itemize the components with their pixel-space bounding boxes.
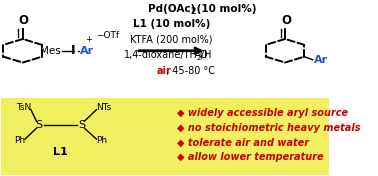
Text: I: I (71, 44, 75, 57)
Text: ◆ widely accessible aryl source: ◆ widely accessible aryl source (177, 108, 348, 118)
Text: S: S (36, 120, 43, 130)
Text: −OTf: −OTf (96, 31, 119, 40)
Text: air: air (156, 66, 171, 76)
FancyBboxPatch shape (2, 98, 329, 175)
Text: L1: L1 (53, 147, 68, 157)
Text: Mes: Mes (40, 46, 60, 56)
Text: O: O (281, 14, 291, 27)
Text: +: + (85, 35, 92, 44)
Text: Pd(OAc): Pd(OAc) (147, 4, 195, 14)
Text: ◆ tolerate air and water: ◆ tolerate air and water (177, 138, 309, 147)
Text: L1 (10 mol%): L1 (10 mol%) (133, 19, 210, 29)
Text: (10 mol%): (10 mol%) (193, 4, 257, 14)
Text: TsN: TsN (16, 103, 31, 112)
Text: ◆ no stoichiometric heavy metals: ◆ no stoichiometric heavy metals (177, 123, 360, 133)
Text: Ph: Ph (14, 136, 25, 145)
Text: Ph: Ph (96, 136, 108, 145)
Text: S: S (78, 120, 85, 130)
Text: Ar: Ar (314, 55, 328, 65)
Text: 1,4-dioxane/TFA/H: 1,4-dioxane/TFA/H (124, 51, 212, 60)
Text: KTFA (200 mol%): KTFA (200 mol%) (130, 35, 212, 45)
Text: O: O (199, 51, 207, 60)
Text: , 45-80 °C: , 45-80 °C (166, 66, 215, 76)
Text: 2: 2 (190, 7, 195, 16)
Text: O: O (19, 14, 29, 27)
Text: 2: 2 (196, 55, 201, 61)
Text: Ar: Ar (80, 46, 94, 56)
Text: NTs: NTs (96, 103, 112, 112)
Text: ◆ allow lower temperature: ◆ allow lower temperature (177, 152, 324, 162)
